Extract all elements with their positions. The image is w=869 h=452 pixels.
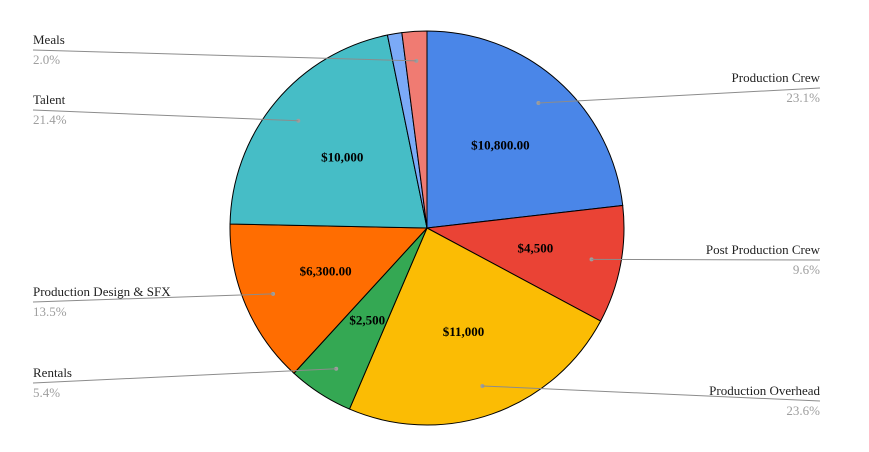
legend-name-production-design-and-sfx: Production Design & SFX [33,284,171,299]
legend-percent-meals: 2.0% [33,52,60,67]
legend-name-production-overhead: Production Overhead [709,383,820,398]
pie-slice-meals [401,30,428,229]
value-label-talent: $10,000 [321,149,363,164]
leader-line-rentals [32,368,337,384]
leader-line-production-design-and-sfx [32,293,274,303]
legend-percent-production-overhead: 23.6% [786,403,820,418]
pie-legend: Production Crew 23.1% Post Production Crew… [32,32,821,418]
legend-percent-post-production-crew: 9.6% [793,262,820,277]
legend-name-production-crew: Production Crew [732,70,821,85]
legend-name-post-production-crew: Post Production Crew [706,242,821,257]
leader-line-talent [32,109,299,122]
leader-line-production-overhead [482,385,821,402]
value-label-production-overhead: $11,000 [443,324,485,339]
pie-slice-production-crew [426,30,624,229]
legend-name-meals: Meals [33,32,65,47]
legend-name-talent: Talent [33,92,66,107]
legend-percent-rentals: 5.4% [33,385,60,400]
leader-line-meals [32,49,417,62]
legend-percent-talent: 21.4% [33,112,67,127]
leader-line-post-production-crew [591,258,821,261]
legend-percent-production-crew: 23.1% [786,90,820,105]
pie-slice-production-design-and-sfx [229,223,429,374]
pie-slice-post-production-crew [425,204,625,322]
leader-line-production-crew [538,87,821,104]
legend-name-rentals: Rentals [33,365,72,380]
value-label-rentals: $2,500 [349,313,385,328]
value-label-production-design-and-sfx: $6,300.00 [300,263,352,278]
pie-slice-production-overhead [348,227,602,426]
pie-value-labels: $10,800.00 $4,500 $11,000 $2,500 $6,300.00 $1… [300,138,554,339]
value-label-post-production-crew: $4,500 [518,241,554,256]
pie-slice-talent [229,34,428,229]
value-label-production-crew: $10,800.00 [471,138,530,153]
pie-slices [229,30,625,426]
legend-percent-production-design-and-sfx: 13.5% [33,304,67,319]
